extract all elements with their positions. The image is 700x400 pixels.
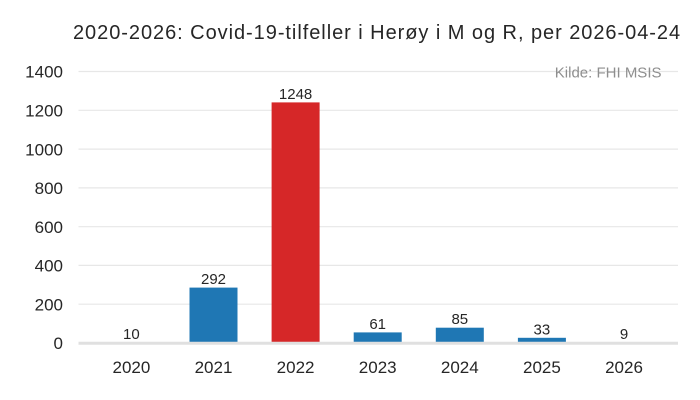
svg-text:10: 10 <box>123 326 140 343</box>
svg-text:600: 600 <box>35 218 63 237</box>
svg-text:1248: 1248 <box>279 86 312 103</box>
svg-text:1000: 1000 <box>25 140 63 159</box>
svg-text:2021: 2021 <box>195 358 233 377</box>
svg-text:2023: 2023 <box>359 358 397 377</box>
svg-text:2025: 2025 <box>523 358 561 377</box>
svg-text:800: 800 <box>35 179 63 198</box>
svg-text:292: 292 <box>201 271 226 288</box>
svg-text:2024: 2024 <box>441 358 479 377</box>
svg-text:1400: 1400 <box>25 63 63 82</box>
svg-text:400: 400 <box>35 257 63 276</box>
svg-text:61: 61 <box>369 316 386 333</box>
svg-text:0: 0 <box>54 334 63 353</box>
svg-text:200: 200 <box>35 295 63 314</box>
svg-text:Kilde: FHI MSIS: Kilde: FHI MSIS <box>555 64 662 81</box>
svg-text:2022: 2022 <box>277 358 315 377</box>
svg-text:2020-2026: Covid-19-tilfeller: 2020-2026: Covid-19-tilfeller i Herøy i … <box>73 22 681 44</box>
svg-text:1200: 1200 <box>25 102 63 121</box>
svg-text:2026: 2026 <box>605 358 643 377</box>
svg-text:85: 85 <box>451 311 468 328</box>
svg-text:33: 33 <box>534 321 551 338</box>
svg-text:9: 9 <box>620 326 628 343</box>
svg-text:2020: 2020 <box>112 358 150 377</box>
